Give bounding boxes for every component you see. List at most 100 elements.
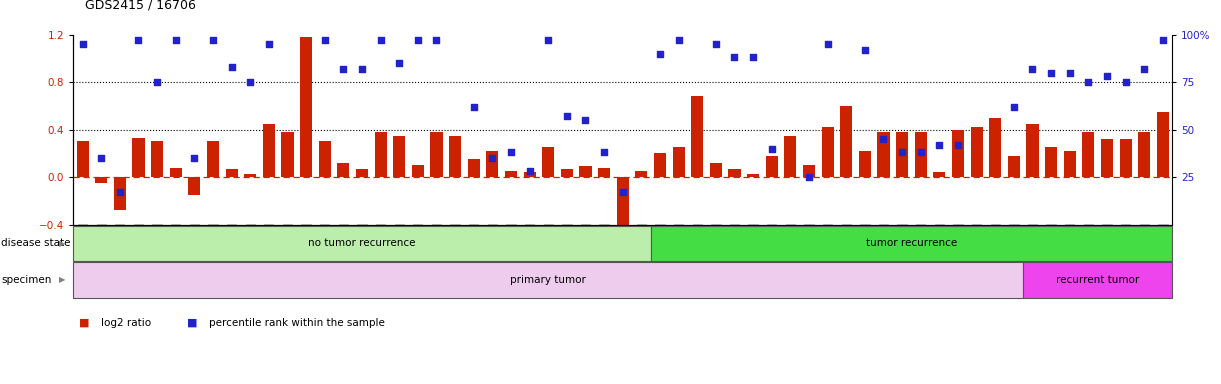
Bar: [188, 177, 200, 195]
Bar: [319, 141, 331, 177]
Point: [110, 189, 129, 195]
Point: [184, 155, 204, 161]
Bar: [1138, 132, 1150, 177]
Point: [575, 117, 595, 123]
Bar: [281, 132, 293, 177]
Text: percentile rank within the sample: percentile rank within the sample: [209, 318, 385, 328]
Bar: [114, 177, 126, 210]
Point: [92, 155, 111, 161]
Bar: [244, 174, 256, 177]
Point: [166, 37, 186, 43]
Bar: [355, 169, 368, 177]
Bar: [337, 163, 349, 177]
Point: [259, 41, 278, 47]
Point: [557, 113, 576, 119]
Point: [855, 47, 874, 53]
Bar: [1023, 262, 1172, 298]
Point: [203, 37, 222, 43]
Point: [1078, 79, 1098, 85]
Point: [277, 13, 297, 19]
Bar: [524, 172, 536, 177]
Point: [73, 41, 93, 47]
Text: ■: ■: [187, 318, 198, 328]
Point: [613, 189, 632, 195]
Bar: [375, 132, 387, 177]
Point: [1042, 70, 1061, 76]
Bar: [132, 138, 144, 177]
Bar: [1045, 147, 1057, 177]
Bar: [1027, 124, 1039, 177]
Bar: [151, 141, 164, 177]
Bar: [1156, 112, 1168, 177]
Text: recurrent tumor: recurrent tumor: [1056, 275, 1139, 285]
Text: no tumor recurrence: no tumor recurrence: [308, 238, 415, 248]
Bar: [1007, 156, 1020, 177]
Point: [538, 37, 558, 43]
Bar: [878, 132, 890, 177]
Bar: [858, 151, 871, 177]
Bar: [73, 226, 651, 261]
Point: [482, 155, 502, 161]
Point: [1023, 66, 1043, 72]
Text: disease state: disease state: [1, 238, 71, 248]
Point: [744, 54, 763, 60]
Text: log2 ratio: log2 ratio: [101, 318, 151, 328]
Point: [352, 66, 371, 72]
Bar: [933, 172, 945, 177]
Bar: [971, 127, 983, 177]
Bar: [1120, 139, 1132, 177]
Bar: [1082, 132, 1094, 177]
Point: [836, 22, 856, 28]
Point: [949, 142, 968, 148]
Bar: [766, 156, 778, 177]
Point: [501, 149, 520, 156]
Point: [800, 174, 819, 180]
Bar: [73, 262, 1023, 298]
Bar: [206, 141, 219, 177]
Point: [1060, 70, 1079, 76]
Point: [706, 41, 725, 47]
Bar: [635, 171, 647, 177]
Text: primary tumor: primary tumor: [510, 275, 586, 285]
Bar: [803, 165, 816, 177]
Bar: [709, 163, 722, 177]
Point: [631, 22, 651, 28]
Text: GDS2415 / 16706: GDS2415 / 16706: [85, 0, 197, 12]
Point: [911, 149, 930, 156]
Bar: [651, 226, 1172, 261]
Bar: [598, 168, 610, 177]
Bar: [393, 136, 405, 177]
Bar: [896, 132, 908, 177]
Bar: [1063, 151, 1076, 177]
Point: [669, 37, 689, 43]
Bar: [840, 106, 852, 177]
Text: tumor recurrence: tumor recurrence: [866, 238, 957, 248]
Point: [985, 22, 1005, 28]
Text: ▶: ▶: [59, 275, 65, 285]
Point: [874, 136, 894, 142]
Bar: [505, 171, 516, 177]
Bar: [952, 130, 965, 177]
Point: [687, 13, 707, 19]
Bar: [915, 132, 927, 177]
Bar: [95, 177, 107, 183]
Point: [651, 51, 670, 57]
Bar: [747, 174, 759, 177]
Bar: [263, 124, 275, 177]
Point: [1134, 66, 1154, 72]
Point: [148, 79, 167, 85]
Bar: [560, 169, 573, 177]
Bar: [430, 132, 442, 177]
Text: ■: ■: [79, 318, 90, 328]
Bar: [77, 141, 89, 177]
Bar: [468, 159, 480, 177]
Bar: [822, 127, 834, 177]
Point: [464, 104, 484, 110]
Point: [1116, 79, 1136, 85]
Point: [520, 168, 540, 174]
Bar: [691, 96, 703, 177]
Bar: [784, 136, 796, 177]
Bar: [411, 165, 424, 177]
Point: [333, 66, 353, 72]
Point: [818, 41, 838, 47]
